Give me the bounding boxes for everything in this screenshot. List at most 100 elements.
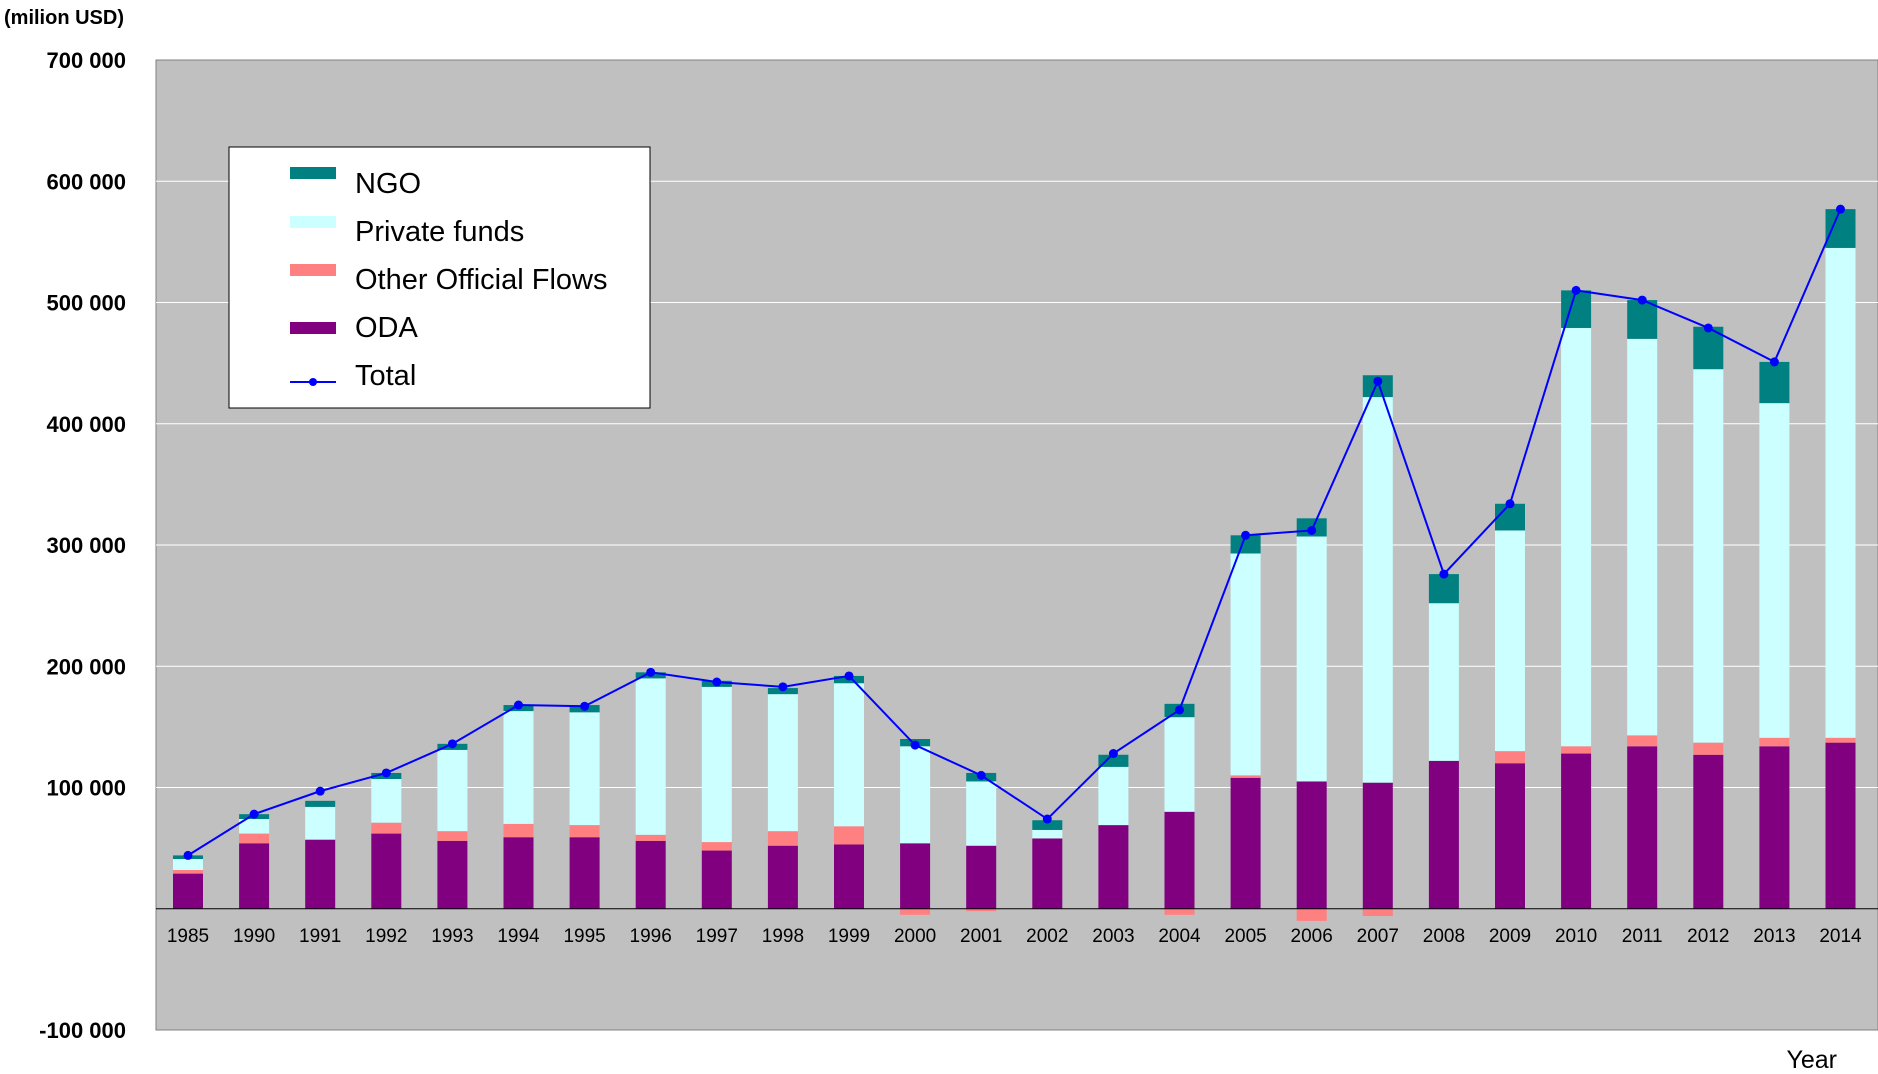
bar-ngo [1098, 754, 1129, 767]
y-tick-label: 400 000 [46, 412, 126, 437]
y-tick-label: 200 000 [46, 654, 126, 679]
total-point [1042, 814, 1052, 824]
x-tick-label: 1993 [431, 926, 473, 947]
bar-ngo [1759, 361, 1790, 404]
bar-private-funds [1825, 247, 1856, 738]
legend-swatch-ngo [290, 167, 336, 179]
bars [173, 209, 1856, 921]
bar-oda [1693, 754, 1724, 909]
bar-other-official-flows [966, 908, 997, 912]
x-tick-label: 2011 [1622, 926, 1663, 947]
bar-ngo [1428, 574, 1459, 604]
total-point [580, 701, 590, 711]
bar-oda [900, 843, 931, 909]
x-tick-label: 1999 [828, 926, 870, 947]
bar-private-funds [900, 746, 931, 844]
legend-box [228, 146, 651, 409]
legend-label-other-official-flows: Other Official Flows [355, 264, 607, 296]
bar-ngo [1825, 209, 1856, 248]
x-tick-label: 2003 [1092, 926, 1134, 947]
y-tick-label: 300 000 [46, 533, 126, 558]
x-axis-label: Year [1786, 1046, 1837, 1074]
bar-other-official-flows [1561, 746, 1592, 754]
x-tick-label: 2004 [1158, 926, 1201, 947]
bar-private-funds [635, 678, 666, 835]
bar-oda [1561, 753, 1592, 909]
bar-private-funds [1693, 369, 1724, 743]
bar-private-funds [1164, 717, 1195, 812]
bar-other-official-flows [767, 831, 798, 846]
bar-other-official-flows [569, 825, 600, 838]
bar-private-funds [1362, 397, 1393, 783]
y-axis-ticks: -100 000 100 000 200 000 300 000 400 000 500 … [39, 48, 126, 1043]
bar-oda [1495, 763, 1525, 909]
bar-oda [1428, 760, 1459, 909]
bar-oda [1825, 742, 1856, 909]
x-tick-label: 2014 [1819, 926, 1862, 947]
total-point [1307, 525, 1317, 535]
total-point [514, 700, 523, 710]
total-point [1637, 295, 1647, 305]
bar-ngo [305, 800, 336, 807]
x-tick-label: 2012 [1687, 926, 1729, 947]
bar-private-funds [701, 686, 732, 843]
bar-oda [1296, 781, 1327, 909]
total-series-line [187, 208, 1842, 857]
bar-private-funds [1495, 530, 1525, 752]
bar-private-funds [966, 781, 997, 846]
bar-private-funds [1296, 536, 1327, 782]
legend-swatch-oda [290, 322, 336, 334]
legend-label-total: Total [355, 360, 416, 392]
total-point [1769, 357, 1779, 367]
bar-oda [1032, 838, 1063, 909]
x-tick-label: 1990 [233, 926, 275, 947]
x-tick-label: 2008 [1423, 926, 1465, 947]
legend-label-private-funds: Private funds [355, 216, 524, 248]
bar-private-funds [834, 683, 864, 827]
bar-oda [173, 873, 203, 909]
bar-oda [635, 840, 666, 909]
bar-other-official-flows [635, 834, 666, 841]
x-tick-label: 2007 [1357, 926, 1399, 947]
x-axis-ticks: 1985 1990 1991 1992 1993 1994 1995 1996 1997 1998… [167, 926, 1862, 947]
bar-other-official-flows [1495, 751, 1525, 764]
x-tick-label: 1991 [299, 926, 341, 947]
bar-private-funds [1627, 338, 1658, 736]
bar-other-official-flows [503, 823, 534, 838]
legend-swatch-private-funds [290, 216, 336, 228]
bar-other-official-flows [834, 826, 864, 845]
bar-other-official-flows [701, 842, 732, 851]
x-tick-label: 1994 [497, 926, 540, 947]
x-tick-label: 2002 [1026, 926, 1068, 947]
bar-oda [371, 833, 402, 909]
bar-other-official-flows [1759, 737, 1790, 747]
bar-oda [1164, 811, 1195, 909]
total-point [844, 671, 854, 681]
bar-oda [767, 845, 798, 909]
total-point [1175, 705, 1184, 715]
bar-other-official-flows [1362, 908, 1393, 917]
y-tick-label: 600 000 [46, 169, 126, 194]
bar-other-official-flows [1164, 908, 1195, 915]
bar-private-funds [305, 806, 336, 840]
bar-oda [1362, 782, 1393, 909]
total-point [249, 809, 259, 819]
bar-oda [305, 839, 336, 909]
legend: NGO Private funds Other Official Flows O… [228, 146, 651, 409]
bar-other-official-flows [239, 833, 270, 844]
bar-private-funds [1032, 829, 1063, 839]
bar-private-funds [1561, 327, 1592, 747]
x-tick-label: 2010 [1555, 926, 1597, 947]
total-point [910, 740, 920, 750]
x-tick-label: 2013 [1753, 926, 1795, 947]
bar-private-funds [503, 711, 534, 824]
bar-ngo [1032, 820, 1063, 830]
total-point [646, 667, 656, 677]
y-tick-label: -100 000 [39, 1018, 126, 1043]
x-tick-label: 1992 [365, 926, 407, 947]
x-tick-label: 2009 [1489, 926, 1531, 947]
unit-label: (milion USD) [4, 7, 124, 29]
bar-ngo [1627, 300, 1658, 339]
bar-other-official-flows [1693, 742, 1724, 755]
